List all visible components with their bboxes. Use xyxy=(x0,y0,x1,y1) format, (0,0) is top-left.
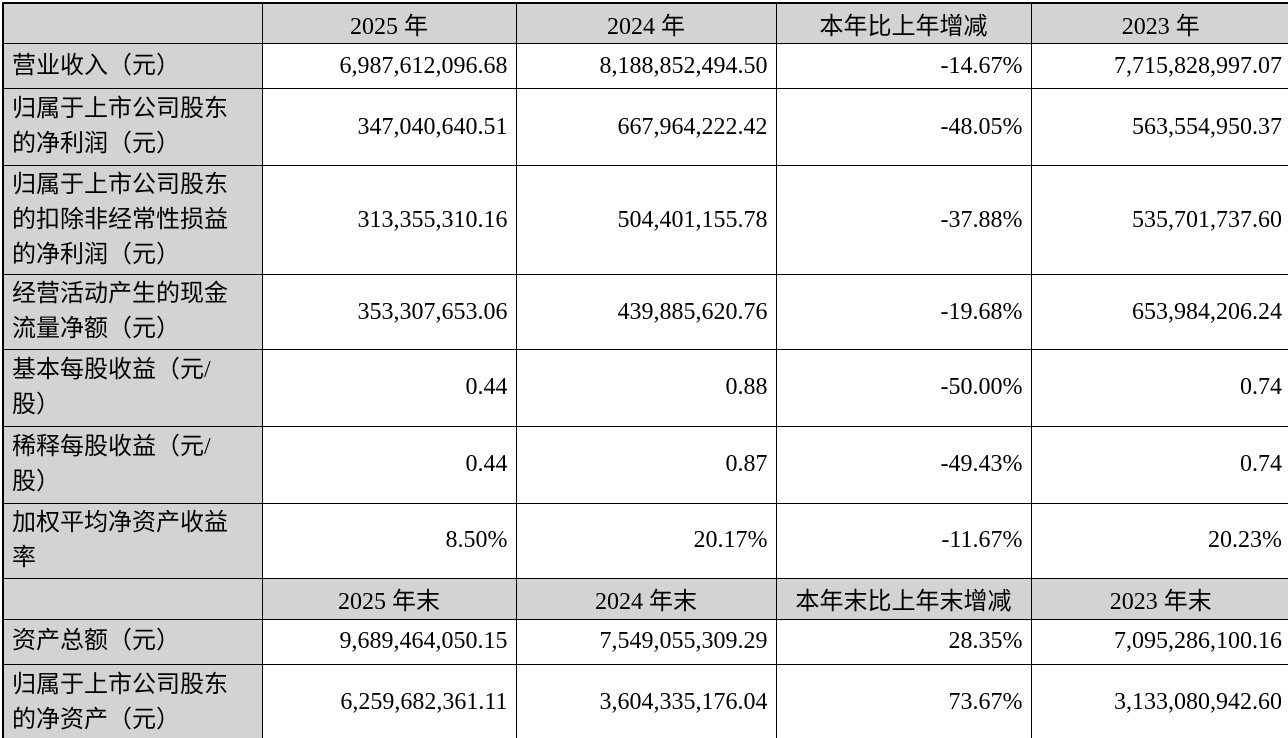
value-change: -37.88% xyxy=(775,164,1032,276)
value-change: 28.35% xyxy=(775,618,1032,665)
value-change: 73.67% xyxy=(775,663,1032,738)
col-header-2023-year-end: 2023 年末 xyxy=(1030,577,1288,620)
table-row-net-profit: 归属于上市公司股东 的净利润（元） 347,040,640.51 667,964… xyxy=(2,88,1288,166)
value-change: -14.67% xyxy=(775,43,1032,89)
col-header-2024: 2024 年 xyxy=(515,2,777,44)
row-label: 归属于上市公司股东 的净利润（元） xyxy=(2,88,263,166)
table-row-total-assets: 资产总额（元） 9,689,464,050.15 7,549,055,309.2… xyxy=(2,618,1288,665)
header-row-year-end: 2025 年末 2024 年末 本年末比上年末增减 2023 年末 xyxy=(2,577,1288,620)
value-2025: 0.44 xyxy=(261,425,517,504)
value-2023: 20.23% xyxy=(1030,502,1288,579)
value-2024: 504,401,155.78 xyxy=(515,164,777,276)
table-row-revenue: 营业收入（元） 6,987,612,096.68 8,188,852,494.5… xyxy=(2,43,1288,89)
value-2024: 3,604,335,176.04 xyxy=(515,663,777,738)
value-2025: 353,307,653.06 xyxy=(261,274,517,350)
col-header-year-end-change: 本年末比上年末增减 xyxy=(775,577,1032,620)
value-2025: 313,355,310.16 xyxy=(261,164,517,276)
value-2024: 667,964,222.42 xyxy=(515,88,777,166)
value-2025: 6,987,612,096.68 xyxy=(261,43,517,89)
value-2025: 6,259,682,361.11 xyxy=(261,663,517,738)
value-change: -50.00% xyxy=(775,348,1032,427)
value-2024: 8,188,852,494.50 xyxy=(515,43,777,89)
row-label: 基本每股收益（元/ 股） xyxy=(2,348,263,427)
value-2023: 3,133,080,942.60 xyxy=(1030,663,1288,738)
value-2023: 0.74 xyxy=(1030,425,1288,504)
table-row-basic-eps: 基本每股收益（元/ 股） 0.44 0.88 -50.00% 0.74 xyxy=(2,348,1288,427)
row-label: 经营活动产生的现金 流量净额（元） xyxy=(2,274,263,350)
col-header-2023: 2023 年 xyxy=(1030,2,1288,44)
value-change: -11.67% xyxy=(775,502,1032,579)
row-label: 资产总额（元） xyxy=(2,618,263,665)
value-2024: 20.17% xyxy=(515,502,777,579)
value-2023: 0.74 xyxy=(1030,348,1288,427)
row-label: 营业收入（元） xyxy=(2,43,263,89)
value-change: -19.68% xyxy=(775,274,1032,350)
corner-cell xyxy=(2,577,263,620)
col-header-2024-year-end: 2024 年末 xyxy=(515,577,777,620)
table-row-weighted-avg-roe: 加权平均净资产收益 率 8.50% 20.17% -11.67% 20.23% xyxy=(2,502,1288,579)
value-2023: 563,554,950.37 xyxy=(1030,88,1288,166)
col-header-yoy-change: 本年比上年增减 xyxy=(775,2,1032,44)
value-change: -48.05% xyxy=(775,88,1032,166)
value-2025: 0.44 xyxy=(261,348,517,427)
row-label: 加权平均净资产收益 率 xyxy=(2,502,263,579)
row-label: 稀释每股收益（元/ 股） xyxy=(2,425,263,504)
value-2023: 653,984,206.24 xyxy=(1030,274,1288,350)
value-2024: 439,885,620.76 xyxy=(515,274,777,350)
value-2024: 7,549,055,309.29 xyxy=(515,618,777,665)
value-2025: 8.50% xyxy=(261,502,517,579)
value-2023: 7,095,286,100.16 xyxy=(1030,618,1288,665)
value-2025: 347,040,640.51 xyxy=(261,88,517,166)
value-2024: 0.87 xyxy=(515,425,777,504)
row-label: 归属于上市公司股东 的扣除非经常性损益 的净利润（元） xyxy=(2,164,263,276)
value-change: -49.43% xyxy=(775,425,1032,504)
value-2023: 7,715,828,997.07 xyxy=(1030,43,1288,89)
value-2025: 9,689,464,050.15 xyxy=(261,618,517,665)
col-header-2025-year-end: 2025 年末 xyxy=(261,577,517,620)
corner-cell xyxy=(2,2,263,44)
table-row-net-profit-excl-nonrecurring: 归属于上市公司股东 的扣除非经常性损益 的净利润（元） 313,355,310.… xyxy=(2,164,1288,276)
header-row-current: 2025 年 2024 年 本年比上年增减 2023 年 xyxy=(2,2,1288,44)
value-2024: 0.88 xyxy=(515,348,777,427)
value-2023: 535,701,737.60 xyxy=(1030,164,1288,276)
row-label: 归属于上市公司股东 的净资产（元） xyxy=(2,663,263,738)
table-row-net-assets: 归属于上市公司股东 的净资产（元） 6,259,682,361.11 3,604… xyxy=(2,663,1288,738)
table-row-diluted-eps: 稀释每股收益（元/ 股） 0.44 0.87 -49.43% 0.74 xyxy=(2,425,1288,504)
col-header-2025: 2025 年 xyxy=(261,2,517,44)
table-row-operating-cash-flow: 经营活动产生的现金 流量净额（元） 353,307,653.06 439,885… xyxy=(2,274,1288,350)
